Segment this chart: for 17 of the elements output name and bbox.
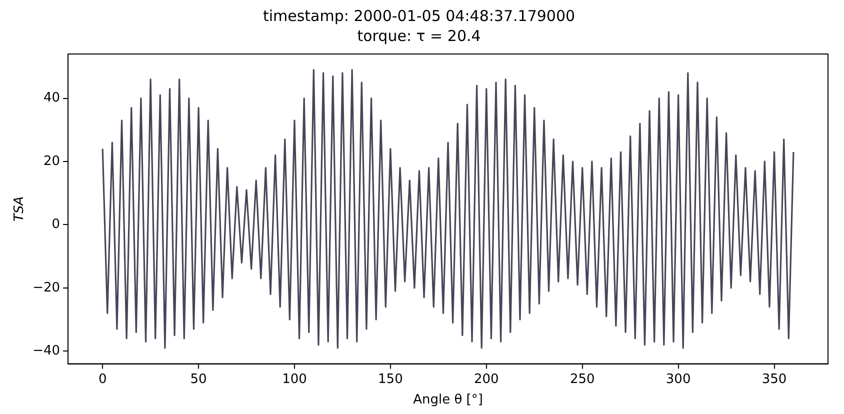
x-tick-label: 350 [762, 372, 787, 387]
x-axis-title: Angle θ [°] [413, 392, 483, 408]
chart-subtitle: torque: τ = 20.4 [357, 26, 481, 45]
x-tick-label: 250 [570, 372, 595, 387]
x-tick-label: 200 [474, 372, 499, 387]
x-tick-label: 150 [378, 372, 403, 387]
y-tick-label: 20 [43, 154, 60, 169]
x-tick-label: 50 [190, 372, 207, 387]
x-tick-label: 300 [666, 372, 691, 387]
chart-title: timestamp: 2000-01-05 04:48:37.179000 [262, 6, 576, 25]
y-tick-label: 0 [52, 217, 60, 232]
y-axis-title: TSA [12, 196, 28, 222]
y-tick-label: 40 [43, 90, 60, 106]
x-tick-label: 100 [282, 372, 307, 387]
x-tick-label: 0 [98, 372, 107, 387]
y-tick-label: −20 [32, 280, 60, 296]
y-tick-label: −40 [32, 344, 60, 359]
